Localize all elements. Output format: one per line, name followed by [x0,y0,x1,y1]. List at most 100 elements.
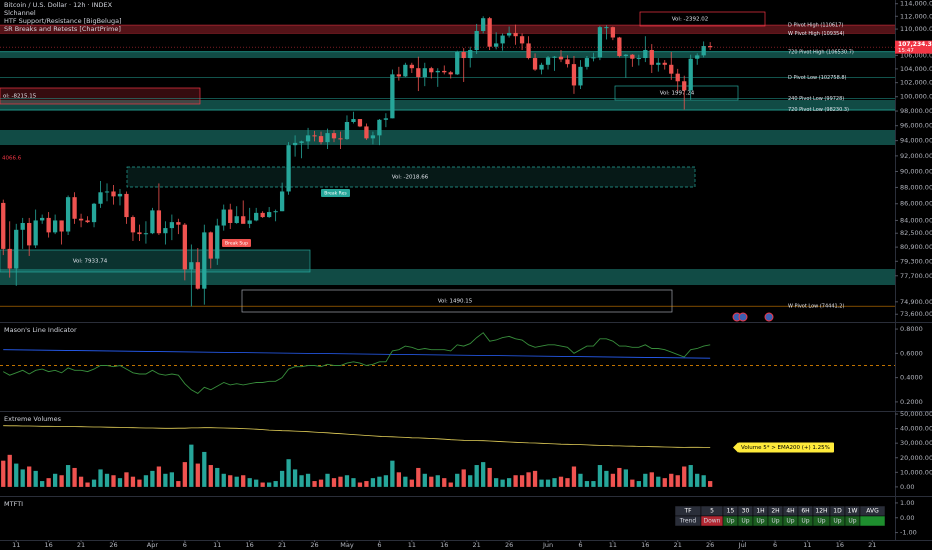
x-tick-label: Apr [147,541,159,549]
volume-bar [292,469,298,487]
candle-body [584,58,590,67]
candle-body [682,81,687,91]
y-tick-label: -1.00 [900,529,917,537]
x-tick-label: May [340,541,354,549]
volume-bar [98,469,103,487]
candle-body [143,233,149,235]
candle-body [643,50,648,59]
volume-bar [52,473,58,487]
volume-bar [143,475,149,487]
candle-body [91,203,97,223]
x-tick-label: 26 [109,541,117,549]
volume-bar [688,465,693,487]
table-header-text: 1H [756,508,764,515]
volume-bar [532,470,538,487]
volume-bar [578,473,583,487]
x-tick-label: 21 [473,541,481,549]
event-icon[interactable] [738,312,748,322]
volume-bar [701,475,706,487]
candle-body [513,32,518,37]
pivot-level-label: W Pivot Low (74441.2) [788,304,844,310]
table-header-text: 12H [815,508,827,515]
candle-body [571,64,577,86]
candle-body [468,50,473,59]
candle-body [78,218,84,221]
candle-body [338,138,343,140]
volume-bar [27,466,32,487]
candle-body [390,74,395,119]
volume-bar [513,475,518,487]
volume-bar [273,481,278,487]
candle-body [267,212,272,218]
volume-bar [636,481,641,487]
x-tick-label: Jul [738,541,747,549]
volume-bar [708,481,713,487]
candle-body [331,133,337,139]
volume-bar [234,476,239,487]
volume-box [0,249,311,273]
y-tick-label: 50,000.00 [900,410,932,418]
table-cell-text: Up [801,518,809,525]
candle-body [377,119,382,136]
volume-box [614,85,739,101]
event-icon[interactable] [764,312,774,322]
volume-bar [228,475,233,487]
x-tick-label: Jun [542,541,553,549]
price-tag [895,40,932,54]
x-tick-label: 11 [609,541,617,549]
table-header-text: 30 [742,508,750,515]
volume-bar [416,467,421,487]
candle-body [688,58,693,91]
candle-body [403,64,408,77]
pivot-level-label: 720 Pivot High (106530.7) [788,49,854,55]
table-header-text: 2H [771,508,779,515]
candle-body [416,68,421,78]
x-tick-label: 11 [12,541,20,549]
trend-line [3,349,711,359]
candle-body [558,56,564,60]
candle-body [623,54,628,57]
x-tick-label: 21 [77,541,85,549]
y-tick-label: 82,500.00 [900,229,932,237]
candle-body [221,209,226,226]
volume-bar [506,478,512,487]
x-tick-label: 6 [578,541,582,549]
candle-body [591,57,596,59]
candle-body [7,248,12,269]
volume-bar [552,478,557,487]
signal-label: Break Res [324,191,347,197]
candle-body [305,135,311,142]
y-tick-label: 77,700.00 [900,272,932,280]
volume-bar [85,482,90,487]
candle-body [364,126,369,139]
volume-bar [7,454,12,487]
y-tick-label: 94,000.00 [900,137,932,145]
table-cell-text: Trend [679,518,697,525]
volume-bar [545,479,551,487]
candle-body [72,197,77,219]
candle-body [532,58,538,70]
volume-bar [526,472,531,487]
candle-body [156,210,162,234]
candle-body [111,191,116,197]
y-tick-label: 104,000.00 [900,65,932,73]
y-tick-label: 98,000.00 [900,107,932,115]
volume-box [126,166,696,188]
candle-body [526,43,531,59]
volume-bar [46,478,51,487]
volume-bar [195,463,200,487]
volume-bar [163,473,168,487]
volume-bar [597,465,603,487]
y-tick-label: 110,000.00 [900,25,932,33]
resistance-zone [0,25,895,33]
y-tick-label: 0.4000 [900,374,923,382]
volume-bar [40,481,45,487]
tag-pointer [733,442,738,453]
candle-body [85,220,90,223]
table-cell-text: Up [741,518,749,525]
volume-bar [267,482,272,487]
candle-body [312,135,317,137]
volume-bar [390,460,395,487]
x-tick-label: 11 [803,541,811,549]
